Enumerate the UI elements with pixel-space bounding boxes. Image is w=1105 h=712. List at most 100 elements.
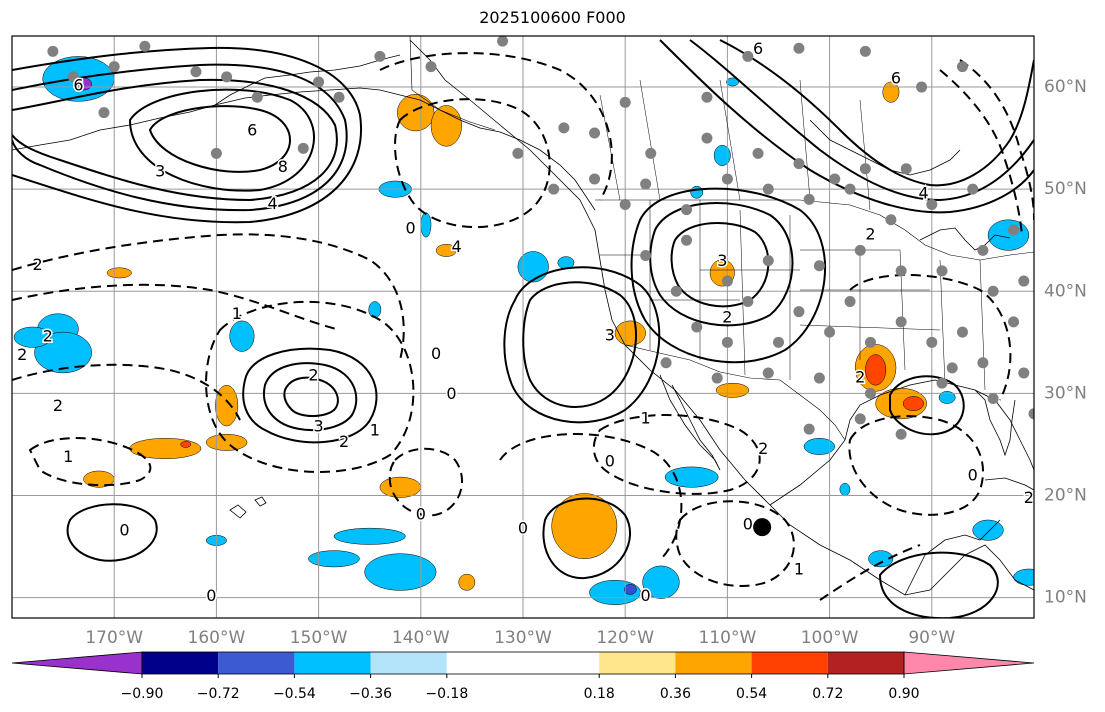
longitude-label: 100°W (801, 628, 859, 648)
station-dot (1028, 408, 1034, 420)
contour-solid (503, 266, 661, 424)
anomaly-fill-cyan (368, 301, 382, 319)
contour-solid (889, 375, 965, 436)
anomaly-fill-orange (614, 320, 646, 346)
anomaly-fill-cyan (13, 326, 52, 348)
colorbar-segment (751, 652, 828, 674)
station-dot (1008, 316, 1020, 328)
station-dot (987, 285, 999, 297)
station-dot (548, 183, 560, 195)
station-dot (589, 127, 601, 139)
latitude-label: 30°N (1044, 383, 1087, 403)
station-dot (895, 316, 907, 328)
station-dot (721, 336, 733, 348)
station-dot (670, 285, 682, 297)
station-dot (1018, 275, 1030, 287)
anomaly-fill-cyan (664, 466, 719, 488)
anomaly-fill-orange (551, 493, 618, 560)
contour-label: 4 (919, 184, 929, 203)
contour-label: 3 (717, 251, 727, 270)
contour-solid (262, 362, 358, 432)
latitude-label: 20°N (1044, 485, 1087, 505)
contour-label: 2 (32, 255, 42, 274)
anomaly-fill-cyan (839, 482, 851, 496)
colorbar-outline (141, 651, 905, 675)
colorbar-tick-label: −0.90 (121, 686, 164, 702)
station-dot (829, 173, 841, 185)
filled-anomaly-layer (13, 56, 1034, 605)
contour-dashed (28, 437, 152, 487)
colorbar-tick-label: 0.72 (812, 686, 843, 702)
station-dot (916, 81, 928, 93)
anomaly-fill-cyan (690, 185, 704, 199)
station-dot (762, 183, 774, 195)
longitude-label: 140°W (392, 628, 450, 648)
contour-solid (12, 46, 363, 224)
station-dot (967, 183, 979, 195)
canada-province-borders (599, 79, 871, 211)
anomaly-fill-red_orange (902, 396, 924, 411)
contour-dashed (849, 274, 1012, 401)
alaska-canada-border (409, 36, 496, 131)
station-dot (221, 71, 233, 83)
contour-label: 0 (119, 521, 129, 540)
contour-label: 4 (268, 194, 278, 213)
contour-label: 1 (370, 421, 380, 440)
contour-label: 0 (968, 466, 978, 485)
station-dot (987, 392, 999, 404)
latitude-label: 60°N (1044, 77, 1087, 97)
anomaly-fill-orange (458, 573, 476, 591)
longitude-label: 120°W (596, 628, 654, 648)
station-dot (844, 295, 856, 307)
station-dot (297, 142, 309, 154)
anomaly-fill-cyan (420, 212, 432, 238)
anomaly-fill-blue (623, 584, 637, 595)
colorbar-tick-labels: −0.90 −0.72 −0.54 −0.36 −0.18 0.18 0.36 0.54 0.7… (121, 686, 920, 702)
colorbar-segment (142, 652, 219, 674)
contour-solid (878, 551, 999, 618)
contour-label: 0 (518, 519, 528, 538)
position-markers (753, 518, 772, 537)
station-dot (660, 357, 672, 369)
station-dot (619, 198, 631, 210)
contour-label: 8 (278, 157, 288, 176)
anomaly-fill-red_orange (180, 441, 192, 448)
colorbar-tick-label: −0.72 (197, 686, 240, 702)
contour-dashed (819, 544, 921, 601)
latitude-label: 40°N (1044, 281, 1087, 301)
graticule (12, 36, 1034, 618)
colorbar-segment (599, 652, 676, 674)
contour-solid (242, 347, 378, 444)
contour-dashed (12, 363, 241, 421)
colorbar-tick-label: −0.54 (273, 686, 316, 702)
latitude-label: 50°N (1044, 179, 1087, 199)
contour-label: 0 (446, 384, 456, 403)
station-dot (374, 50, 386, 62)
station-dot (885, 214, 897, 226)
contour-solid (128, 88, 315, 192)
station-dot (762, 367, 774, 379)
station-dot (946, 362, 958, 374)
station-dot (773, 336, 784, 348)
latitude-labels: 10°N 20°N 30°N 40°N 50°N 60°N (1044, 77, 1087, 608)
anomaly-fill-cyan (803, 438, 835, 455)
longitude-label: 130°W (494, 628, 552, 648)
anomaly-fill-cyan (938, 391, 956, 404)
colorbar-tick-label: 0.90 (888, 686, 919, 702)
political-borders (409, 36, 1034, 441)
anomaly-fill-orange (215, 384, 239, 427)
anomaly-fill-cyan (726, 77, 739, 87)
contour-dashed (205, 300, 415, 473)
station-dot (956, 326, 968, 338)
state-borders (600, 200, 986, 391)
station-dot (67, 71, 79, 83)
station-dot (1008, 224, 1020, 236)
station-dot (854, 413, 866, 425)
contour-label: 2 (855, 368, 865, 387)
contour-dashed (959, 59, 1034, 221)
station-dot (558, 122, 570, 134)
colorbar-tick-label: 0.54 (736, 686, 767, 702)
contour-dashed (675, 500, 795, 587)
station-dot (742, 50, 754, 62)
